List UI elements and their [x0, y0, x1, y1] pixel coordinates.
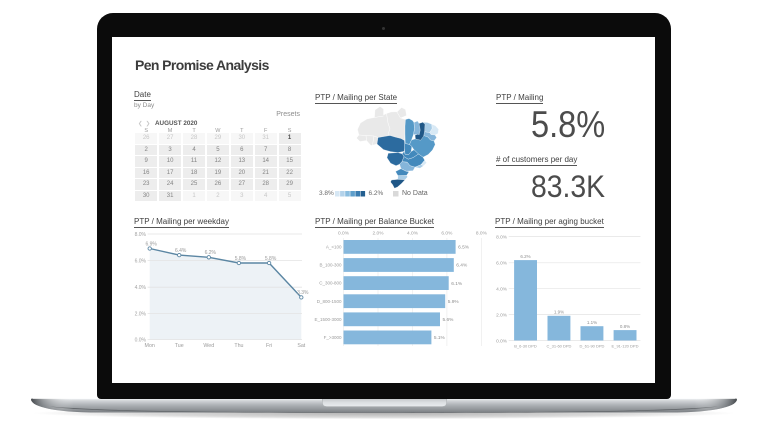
svg-text:4.0%: 4.0% — [407, 231, 419, 237]
svg-text:6.2%: 6.2% — [520, 254, 530, 259]
svg-text:2.0%: 2.0% — [373, 231, 385, 237]
svg-text:Thu: Thu — [234, 343, 243, 349]
svg-text:Sat: Sat — [297, 343, 305, 349]
svg-text:D_800-1500: D_800-1500 — [317, 299, 342, 304]
svg-text:0.0%: 0.0% — [338, 231, 350, 237]
svg-text:E_1500-3000: E_1500-3000 — [314, 317, 342, 322]
svg-text:2.0%: 2.0% — [135, 311, 147, 317]
svg-text:4.0%: 4.0% — [135, 285, 147, 291]
svg-text:C_31-60 DPD: C_31-60 DPD — [547, 344, 572, 349]
svg-text:0.0%: 0.0% — [135, 338, 147, 344]
svg-text:0.8%: 0.8% — [620, 324, 630, 329]
svg-text:6.2%: 6.2% — [205, 250, 217, 256]
svg-text:2.0%: 2.0% — [496, 312, 508, 318]
svg-text:Wed: Wed — [203, 343, 214, 349]
svg-text:3.3%: 3.3% — [297, 290, 309, 296]
svg-text:6.0%: 6.0% — [135, 259, 147, 265]
svg-text:F_>3000: F_>3000 — [324, 335, 342, 340]
svg-text:Fri: Fri — [266, 343, 272, 349]
svg-text:6.9%: 6.9% — [145, 241, 157, 247]
svg-text:5.8%: 5.8% — [265, 256, 277, 262]
svg-text:6.4%: 6.4% — [456, 263, 468, 269]
svg-text:E_91-120 DPD: E_91-120 DPD — [612, 344, 639, 349]
svg-text:B_6-30 DPD: B_6-30 DPD — [514, 344, 537, 349]
svg-text:A_<100: A_<100 — [326, 245, 342, 250]
svg-text:1.9%: 1.9% — [554, 310, 564, 315]
svg-text:6.5%: 6.5% — [458, 245, 470, 251]
svg-text:1.1%: 1.1% — [587, 320, 597, 325]
svg-text:4.0%: 4.0% — [496, 287, 508, 293]
svg-text:0.0%: 0.0% — [496, 338, 508, 344]
svg-text:6.4%: 6.4% — [175, 248, 187, 254]
svg-text:B_100-300: B_100-300 — [319, 263, 342, 268]
svg-text:8.0%: 8.0% — [476, 231, 488, 237]
svg-text:6.1%: 6.1% — [451, 281, 463, 287]
svg-text:8.0%: 8.0% — [135, 232, 147, 238]
svg-text:8.0%: 8.0% — [496, 234, 508, 240]
svg-text:6.0%: 6.0% — [441, 231, 453, 237]
svg-text:5.6%: 5.6% — [443, 317, 455, 323]
svg-text:5.1%: 5.1% — [434, 335, 446, 341]
svg-text:C_300-800: C_300-800 — [319, 281, 342, 286]
svg-text:D_61-90 DPD: D_61-90 DPD — [580, 344, 605, 349]
svg-text:Tue: Tue — [175, 343, 184, 349]
svg-text:Mon: Mon — [145, 343, 155, 349]
svg-text:5.9%: 5.9% — [448, 299, 460, 305]
svg-text:6.0%: 6.0% — [496, 261, 508, 267]
svg-text:5.8%: 5.8% — [235, 256, 247, 262]
